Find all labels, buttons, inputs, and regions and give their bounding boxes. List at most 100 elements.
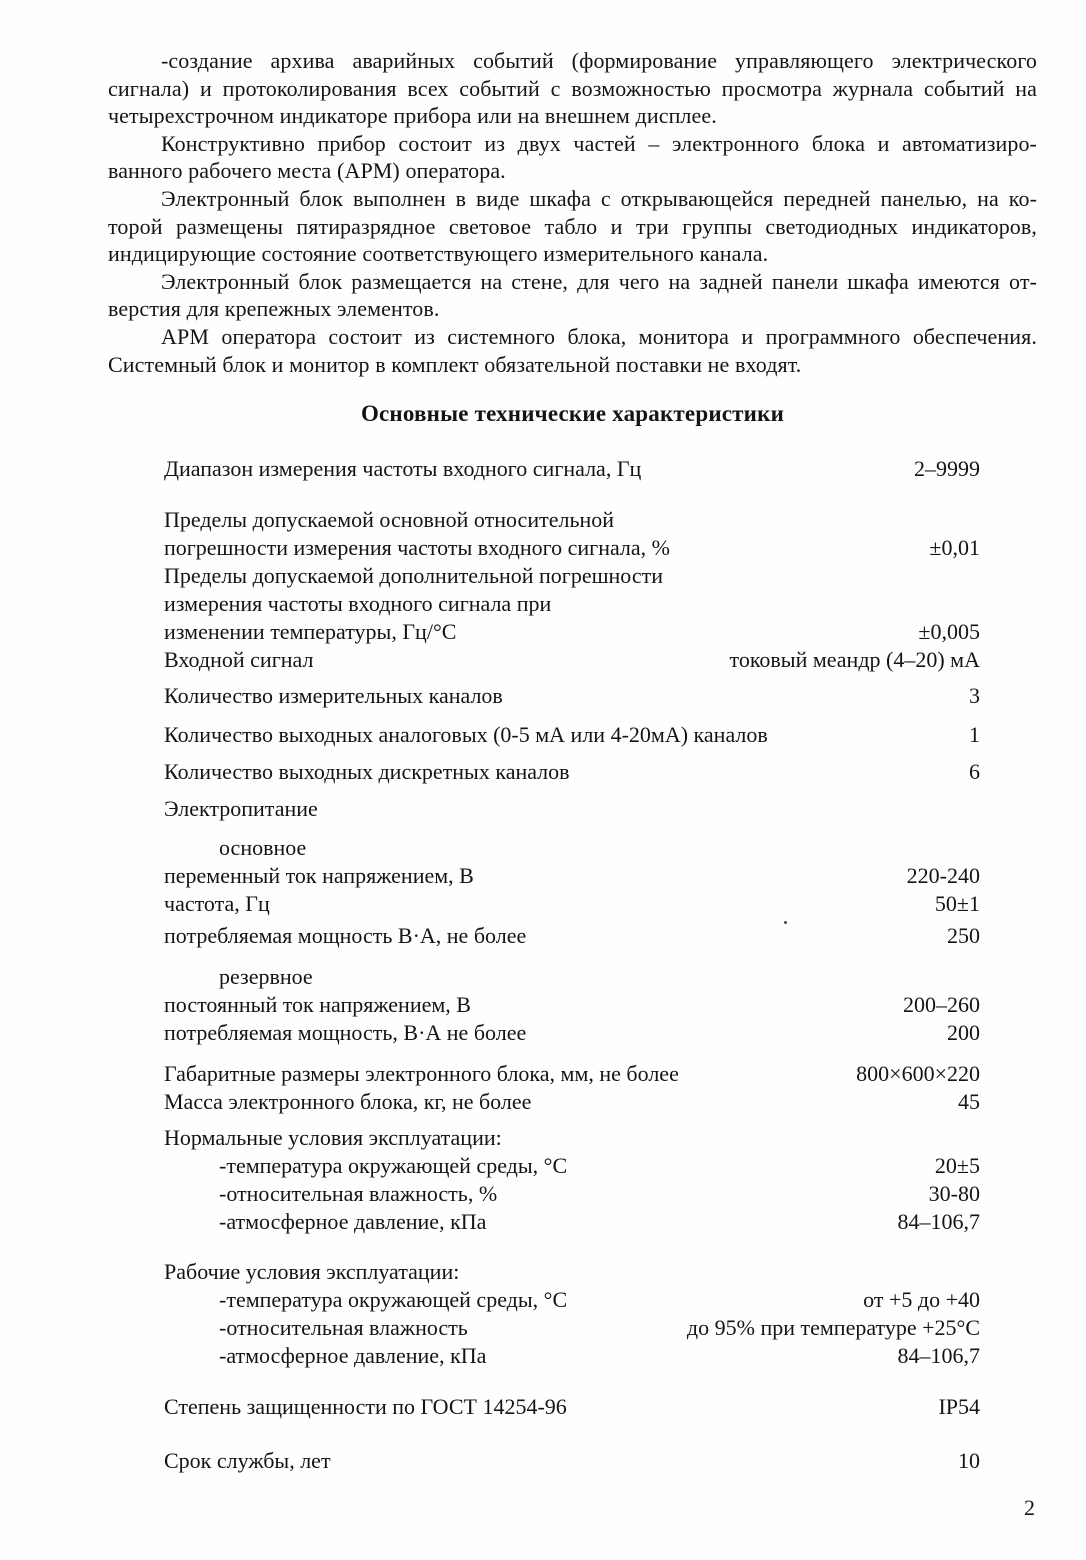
spec-row: Нормальные условия эксплуатации:	[164, 1124, 980, 1152]
spec-row: частота, Гц 50±1	[164, 890, 980, 918]
spec-label: Пределы допускаемой дополнительной погре…	[164, 563, 664, 588]
spec-label: Нормальные условия эксплуатации:	[164, 1125, 502, 1150]
spec-value: от +5 до +40	[863, 1287, 980, 1312]
paragraph-line: ванного рабочего места (АРМ) оператора.	[108, 158, 506, 184]
spec-value: 6	[969, 759, 980, 784]
spec-value: 250	[947, 923, 980, 948]
spec-label: потребляемая мощность, В·А не более	[164, 1020, 527, 1045]
spec-label: Диапазон измерения частоты входного сигн…	[164, 456, 642, 481]
spec-label: Срок службы, лет	[164, 1448, 331, 1473]
spec-row: постоянный ток напряжением, В 200–260	[164, 991, 980, 1019]
spec-label: Входной сигнал	[164, 647, 314, 672]
page-number: 2	[1024, 1495, 1035, 1520]
paragraph-line: -создание архива аварийных событий (форм…	[161, 48, 1037, 73]
spec-value: 1	[969, 722, 980, 747]
spec-label: изменении температуры, Гц/°С	[164, 619, 457, 644]
spec-value: 84–106,7	[897, 1343, 981, 1368]
spec-row: основное	[164, 834, 980, 862]
spec-row: Пределы допускаемой основной относительн…	[164, 506, 980, 534]
spec-row: Срок службы, лет 10	[164, 1447, 980, 1475]
spec-label: Электропитание	[164, 796, 318, 821]
spec-row: Рабочие условия эксплуатации:	[164, 1258, 980, 1286]
spec-row: Количество выходных дискретных каналов 6	[164, 758, 980, 786]
spec-row: Количество измерительных каналов 3	[164, 682, 980, 710]
paragraph-line: сигнала) и протоколирования всех событий…	[108, 75, 1037, 101]
paragraph-line: индицирующие состояние соответствующего …	[108, 241, 769, 267]
spec-value: токовый меандр (4–20) мА	[729, 647, 981, 672]
spec-row: -относительная влажность до 95% при темпе…	[164, 1314, 980, 1342]
paragraph-line: Электронный блок размещается на стене, д…	[161, 268, 1037, 294]
spec-label: измерения частоты входного сигнала при	[164, 591, 552, 616]
scan-speck-artifact	[784, 921, 787, 924]
spec-label: -температура окружающей среды, °С	[219, 1153, 568, 1178]
spec-label: -относительная влажность	[219, 1315, 468, 1340]
spec-label: Количество выходных дискретных каналов	[164, 759, 570, 784]
spec-value: 3	[969, 683, 980, 708]
spec-label: основное	[219, 835, 307, 860]
spec-row: изменении температуры, Гц/°С ±0,005	[164, 618, 980, 646]
spec-label: -атмосферное давление, кПа	[219, 1343, 487, 1368]
spec-row: Степень защищенности по ГОСТ 14254-96 IP5…	[164, 1393, 980, 1421]
spec-row: -температура окружающей среды, °С от +5 д…	[164, 1286, 980, 1314]
spec-label: Количество выходных аналоговых (0-5 мА и…	[164, 722, 768, 747]
paragraph-line: Электронный блок выполнен в виде шкафа с…	[161, 185, 1037, 211]
spec-value: 84–106,7	[897, 1209, 981, 1234]
spec-row: потребляемая мощность В·А, не более 250	[164, 922, 980, 950]
spec-row: -атмосферное давление, кПа 84–106,7	[164, 1208, 980, 1236]
spec-value: 10	[958, 1448, 980, 1473]
spec-row: измерения частоты входного сигнала при	[164, 590, 980, 618]
intro-paragraphs: -создание архива аварийных событий (форм…	[108, 47, 1037, 378]
spec-row: Масса электронного блока, кг, не более 45	[164, 1088, 980, 1116]
spec-label: переменный ток напряжением, В	[164, 863, 474, 888]
spec-label: резервное	[219, 964, 313, 989]
spec-row: погрешности измерения частоты входного с…	[164, 534, 980, 562]
spec-value: 50±1	[934, 891, 980, 916]
spec-row: -температура окружающей среды, °С 20±5	[164, 1152, 980, 1180]
spec-row: -атмосферное давление, кПа 84–106,7	[164, 1342, 980, 1370]
paragraph-line: Конструктивно прибор состоит из двух час…	[161, 130, 1037, 156]
spec-row: Электропитание	[164, 795, 980, 823]
spec-value: ±0,01	[929, 535, 980, 560]
spec-label: -атмосферное давление, кПа	[219, 1209, 487, 1234]
spec-label: потребляемая мощность В·А, не более	[164, 923, 527, 948]
spec-label: Количество измерительных каналов	[164, 683, 503, 708]
spec-value: 45	[958, 1089, 980, 1114]
spec-label: -температура окружающей среды, °С	[219, 1287, 568, 1312]
spec-row: Входной сигнал токовый меандр (4–20) мА	[164, 646, 980, 674]
spec-value: 220-240	[906, 863, 980, 888]
spec-row: -относительная влажность, % 30-80	[164, 1180, 980, 1208]
spec-row: Габаритные размеры электронного блока, м…	[164, 1060, 980, 1088]
paragraph-line: АРМ оператора состоит из системного блок…	[161, 323, 1037, 349]
spec-label: Габаритные размеры электронного блока, м…	[164, 1061, 679, 1086]
spec-row: Пределы допускаемой дополнительной погре…	[164, 562, 980, 590]
paragraph-line: торой размещены пятиразрядное световое т…	[108, 213, 1037, 239]
spec-label: погрешности измерения частоты входного с…	[164, 535, 670, 560]
spec-row: Диапазон измерения частоты входного сигн…	[164, 455, 980, 483]
paragraph-line: четырехстрочном индикаторе прибора или н…	[108, 103, 717, 129]
spec-value: 800×600×220	[856, 1061, 980, 1086]
spec-row: переменный ток напряжением, В 220-240	[164, 862, 980, 890]
section-title: Основные технические характеристики	[360, 401, 785, 426]
spec-label: -относительная влажность, %	[219, 1181, 498, 1206]
spec-label: постоянный ток напряжением, В	[164, 992, 471, 1017]
spec-label: частота, Гц	[164, 891, 270, 916]
spec-value: 30-80	[928, 1181, 980, 1206]
spec-value: 200–260	[903, 992, 980, 1017]
spec-row: потребляемая мощность, В·А не более 200	[164, 1019, 980, 1047]
specs-list: Диапазон измерения частоты входного сигн…	[164, 455, 980, 1475]
paragraph-line: Системный блок и монитор в комплект обяз…	[108, 351, 802, 377]
spec-value: 2–9999	[914, 456, 980, 481]
spec-value: 20±5	[934, 1153, 980, 1178]
spec-value: до 95% при температуре +25°С	[686, 1315, 980, 1340]
spec-row: резервное	[164, 963, 980, 991]
spec-row: Количество выходных аналоговых (0-5 мА и…	[164, 721, 980, 749]
spec-label: Степень защищенности по ГОСТ 14254-96	[164, 1394, 567, 1419]
spec-value: IP54	[938, 1394, 980, 1419]
spec-value: 200	[947, 1020, 980, 1045]
spec-label: Масса электронного блока, кг, не более	[164, 1089, 532, 1114]
spec-label: Рабочие условия эксплуатации:	[164, 1259, 460, 1284]
paragraph-line: верстия для крепежных элементов.	[108, 296, 440, 322]
spec-label: Пределы допускаемой основной относительн…	[164, 507, 615, 532]
spec-value: ±0,005	[918, 619, 980, 644]
